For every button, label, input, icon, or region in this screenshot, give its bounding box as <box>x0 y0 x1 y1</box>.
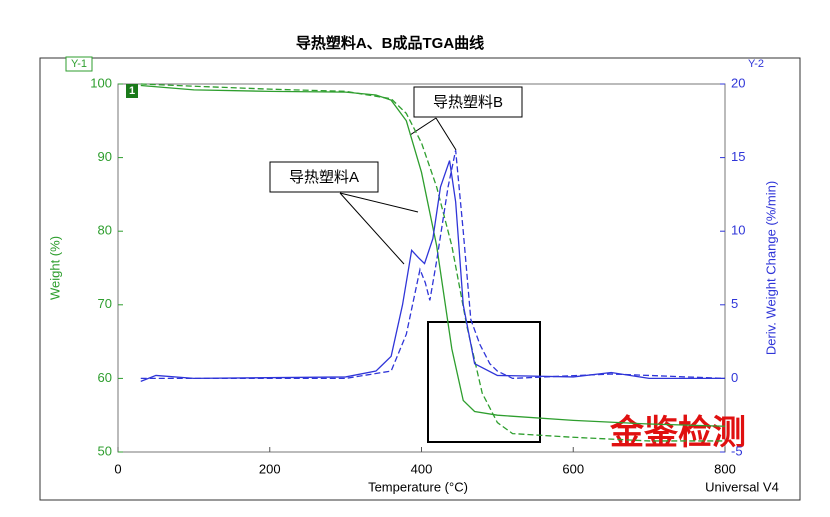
x-axis-label: Temperature (°C) <box>368 479 468 494</box>
series-line <box>140 84 726 427</box>
y2-axis-label: Deriv. Weight Change (%/min) <box>763 181 778 355</box>
annotation: 导热塑料A <box>289 169 359 186</box>
x-tick-label: 800 <box>714 461 736 476</box>
y-tick-label: 70 <box>98 296 112 311</box>
arrow <box>339 192 419 213</box>
watermark: 金鉴检测 <box>609 413 746 452</box>
plot-area <box>117 83 726 453</box>
y2-tick-label: 0 <box>731 370 738 385</box>
series-line <box>140 83 725 442</box>
arrow <box>339 192 405 265</box>
y2-tick-label: 20 <box>731 75 745 90</box>
series-line <box>140 150 726 380</box>
annotation-box <box>413 86 523 118</box>
x-tick-label: 400 <box>411 461 433 476</box>
highlight-box <box>427 321 541 443</box>
frame <box>39 57 801 501</box>
software-label: Universal V4 <box>705 479 779 494</box>
y2-tick-label: 5 <box>731 296 738 311</box>
y-axis-label: Weight (%) <box>47 236 62 300</box>
y2-tick-label: 15 <box>731 149 745 164</box>
x-tick-label: 0 <box>114 461 121 476</box>
x-tick-label: 200 <box>259 461 281 476</box>
y-tick-label: 50 <box>98 443 112 458</box>
axis-tag: Y-1 <box>71 58 87 70</box>
annotation: 导热塑料B <box>433 94 503 111</box>
y2-tick-label: -5 <box>731 443 743 458</box>
y2-tick-label: 10 <box>731 223 745 238</box>
y-tick-label: 80 <box>98 223 112 238</box>
curve-tag: 1 <box>129 85 135 97</box>
x-tick-label: 600 <box>562 461 584 476</box>
arrows <box>339 117 457 265</box>
axis-tag-box <box>65 56 93 72</box>
annotation-box <box>269 161 379 193</box>
chart-title: 导热塑料A、B成品TGA曲线 <box>296 34 484 52</box>
arrow <box>409 117 437 136</box>
y-tick-label: 90 <box>98 149 112 164</box>
curve-tag-box <box>126 84 138 98</box>
series-line <box>140 160 725 382</box>
y-tick-label: 100 <box>90 75 112 90</box>
arrow <box>435 117 457 151</box>
axis-tag: Y-2 <box>748 58 764 70</box>
y-tick-label: 60 <box>98 370 112 385</box>
